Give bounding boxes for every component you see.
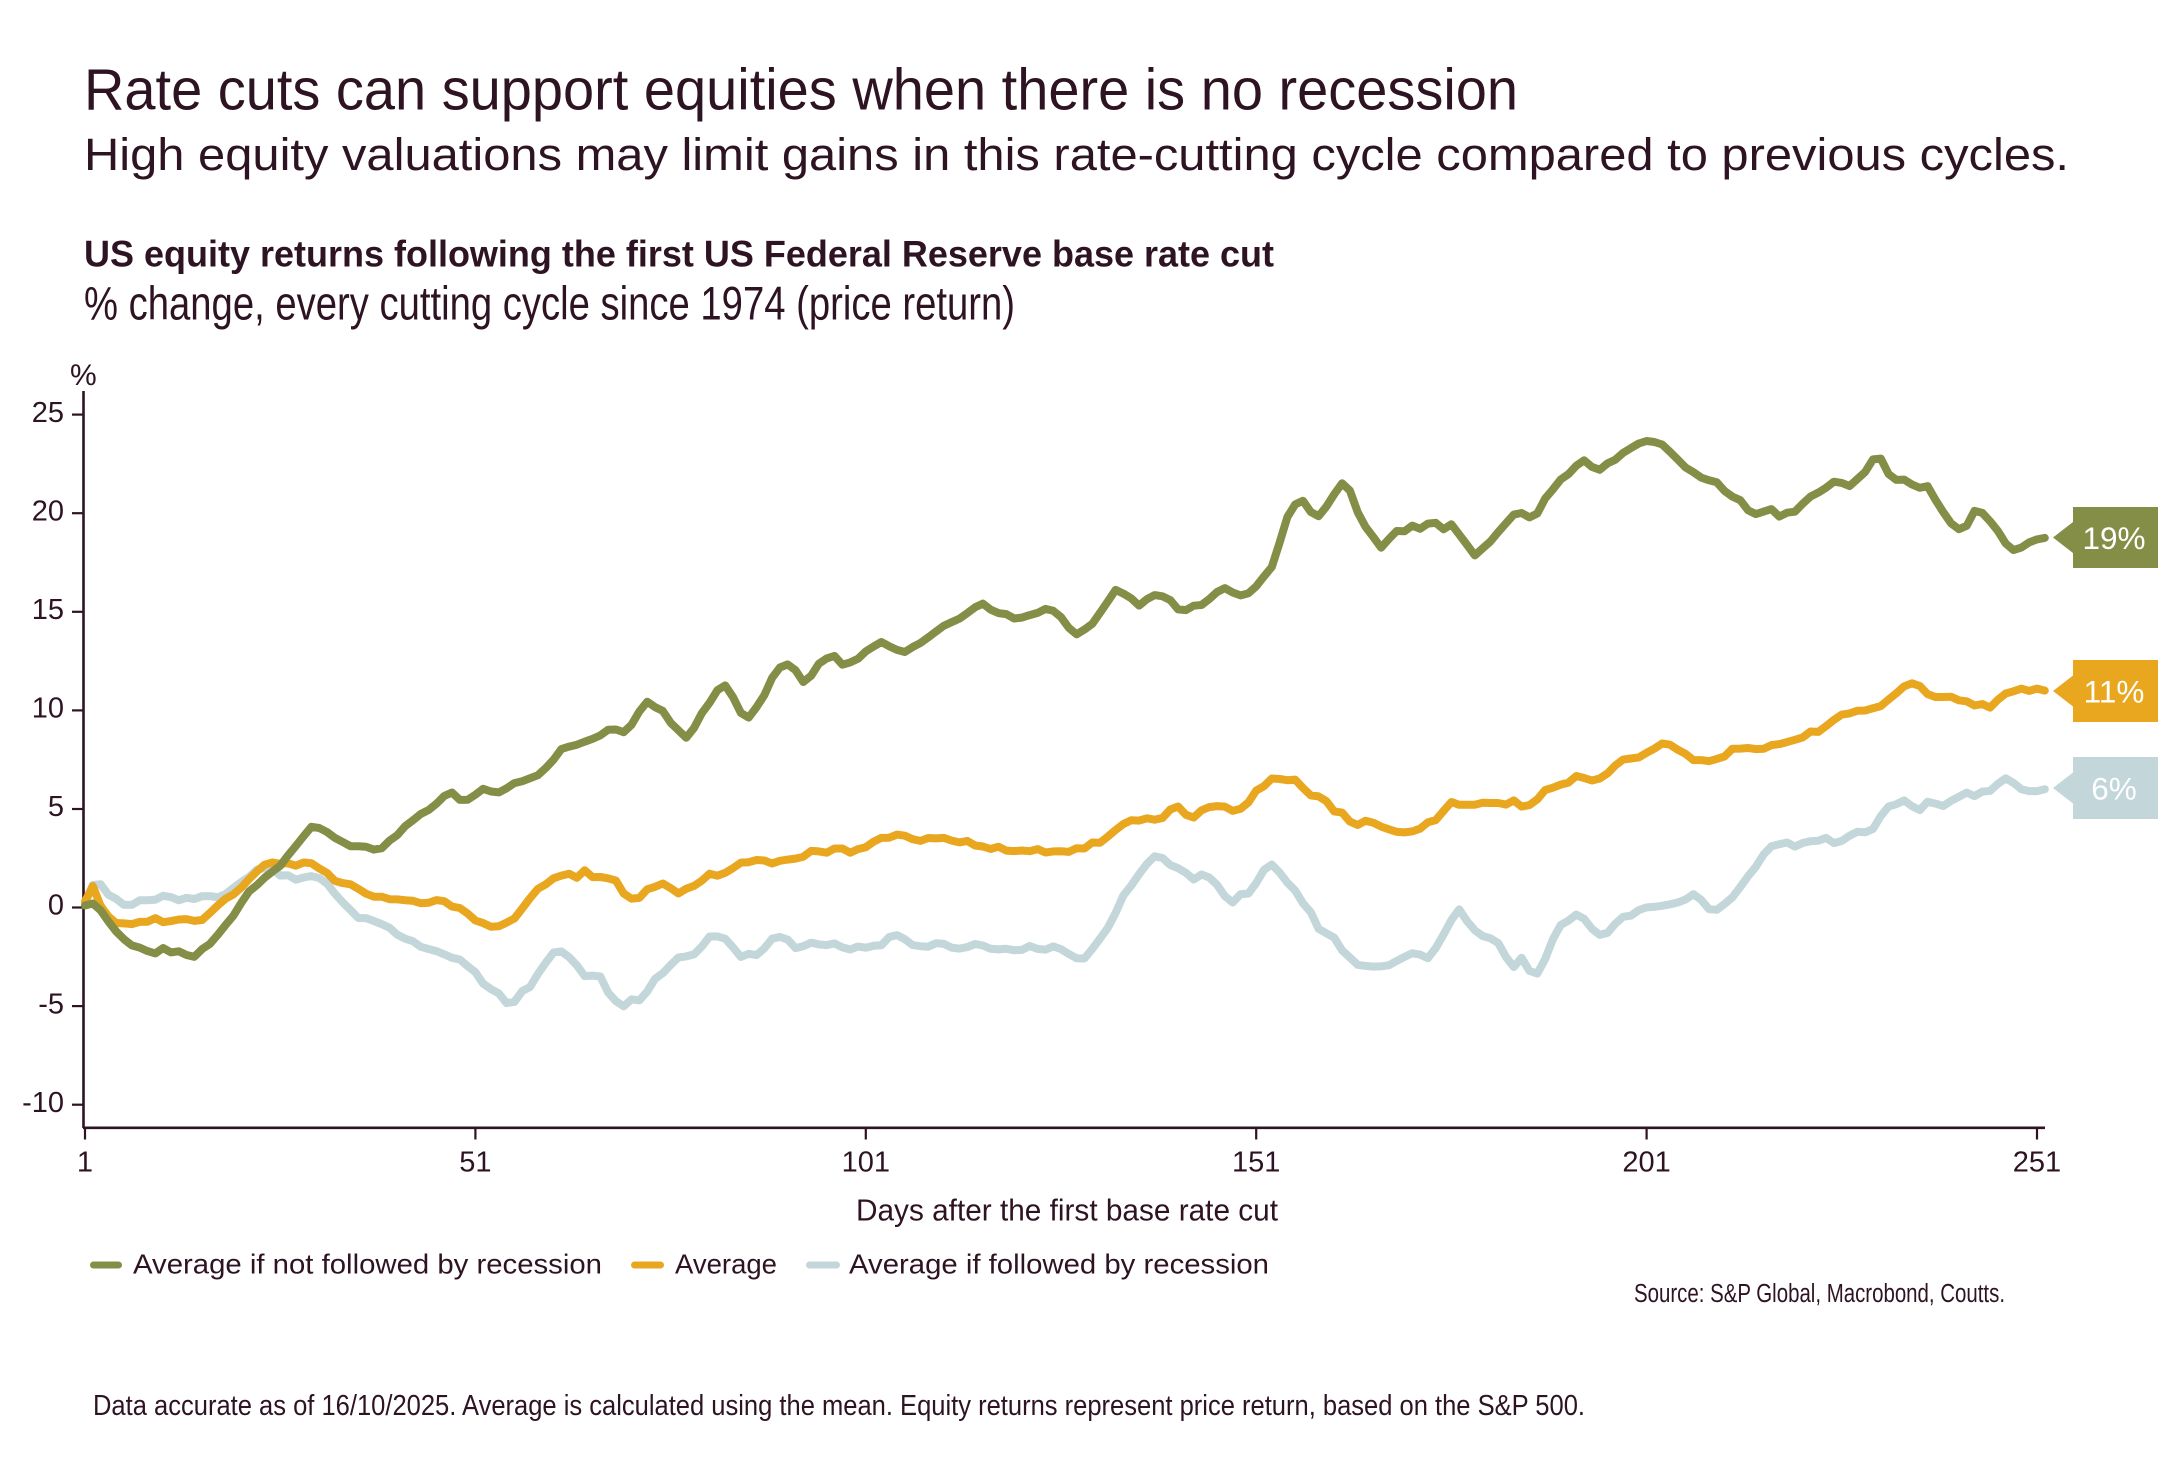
svg-text:0: 0 xyxy=(48,890,64,922)
svg-text:11%: 11% xyxy=(2084,674,2145,710)
svg-text:251: 251 xyxy=(2013,1147,2061,1179)
svg-text:101: 101 xyxy=(842,1147,890,1179)
svg-text:5: 5 xyxy=(48,791,64,823)
svg-text:US equity returns following th: US equity returns following the first US… xyxy=(84,234,1274,275)
svg-text:1: 1 xyxy=(77,1147,93,1179)
svg-text:Data accurate as of 16/10/2025: Data accurate as of 16/10/2025. Average … xyxy=(93,1390,1585,1422)
svg-text:6%: 6% xyxy=(2091,771,2137,807)
svg-text:High equity valuations may lim: High equity valuations may limit gains i… xyxy=(84,129,2069,180)
svg-text:201: 201 xyxy=(1622,1147,1670,1179)
svg-text:51: 51 xyxy=(459,1147,491,1179)
svg-text:15: 15 xyxy=(32,594,64,626)
svg-text:%: % xyxy=(70,359,97,392)
svg-text:Days after the first base rate: Days after the first base rate cut xyxy=(856,1193,1278,1228)
svg-text:-10: -10 xyxy=(22,1087,64,1119)
svg-text:151: 151 xyxy=(1232,1147,1280,1179)
svg-text:19%: 19% xyxy=(2082,520,2145,556)
svg-text:25: 25 xyxy=(32,397,64,429)
svg-text:20: 20 xyxy=(32,495,64,527)
svg-text:Source: S&P Global, Macrobond,: Source: S&P Global, Macrobond, Coutts. xyxy=(1634,1280,2005,1308)
svg-text:Average if followed by recessi: Average if followed by recession xyxy=(849,1249,1269,1280)
svg-text:Average if not followed by rec: Average if not followed by recession xyxy=(133,1249,602,1280)
svg-text:Average: Average xyxy=(675,1249,777,1280)
svg-text:Rate cuts can support equities: Rate cuts can support equities when ther… xyxy=(84,58,1518,123)
svg-text:10: 10 xyxy=(32,693,64,725)
svg-text:-5: -5 xyxy=(38,988,64,1020)
svg-text:% change, every cutting cycle: % change, every cutting cycle since 1974… xyxy=(84,277,1015,330)
